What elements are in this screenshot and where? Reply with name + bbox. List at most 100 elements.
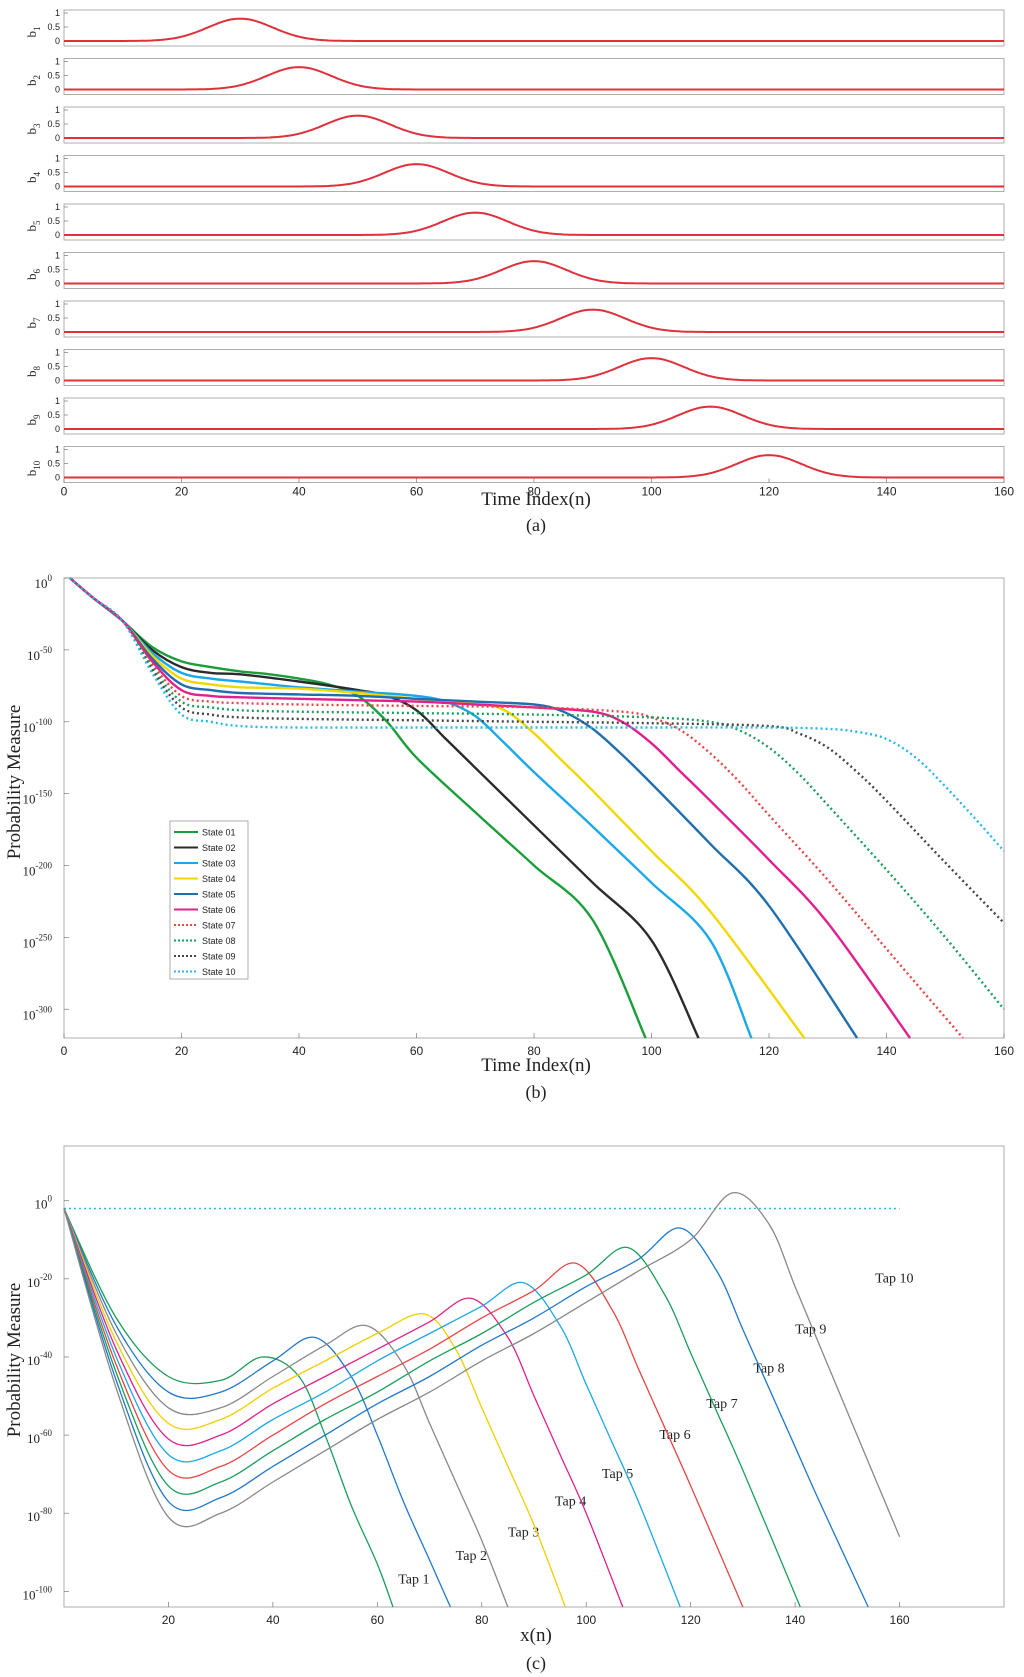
panel-a-pulse-line <box>64 308 1004 333</box>
panel-c-series-label: Tap 1 <box>398 1573 429 1588</box>
panel-a-pulse-line <box>64 17 1004 42</box>
panel-a-subplot-frame <box>63 397 1005 435</box>
panel-a-pulse-line <box>64 66 1004 91</box>
panel-a-ytick-label: 0 <box>55 473 60 483</box>
panel-a-subplot-frame <box>63 9 1005 47</box>
panel-a-ytick-label: 1 <box>55 154 60 164</box>
panel-b-series-line <box>69 577 647 1039</box>
panel-a-ytick-label: 1 <box>55 202 60 212</box>
panel-b-xtick-label: 40 <box>292 1044 306 1058</box>
panel-b-series-line <box>69 577 859 1039</box>
panel-a-xtick-label: 20 <box>175 485 189 499</box>
panel-c-xtick-label: 60 <box>371 1613 385 1627</box>
panel-b-xtick-label: 160 <box>994 1044 1014 1058</box>
panel-a-xtick-label: 80 <box>527 485 541 499</box>
panel-b-xtick-label: 80 <box>527 1044 541 1058</box>
panel-a-ytick-label: 1 <box>55 57 60 67</box>
panel-c-ytick-label: 10-60 <box>27 1428 52 1446</box>
panel-a-ytick-label: 0.5 <box>47 265 60 275</box>
panel-b-ytick-label: 10-100 <box>23 717 53 735</box>
panel-a-ytick-label: 0.5 <box>47 313 60 323</box>
panel-b-caption: (b) <box>526 1082 547 1103</box>
panel-b-xtick-label: 140 <box>876 1044 896 1058</box>
panel-a-ytick-label: 1 <box>55 396 60 406</box>
panel-c-series-line <box>63 1208 869 1608</box>
panel-a-xtick-label: 160 <box>994 485 1014 499</box>
panel-c-caption: (c) <box>526 1653 546 1674</box>
panel-a-ylabel: b2 <box>24 75 42 86</box>
panel-a-ytick-label: 0.5 <box>47 71 60 81</box>
panel-a-ytick-label: 0 <box>55 279 60 289</box>
panel-a-ytick-label: 0.5 <box>47 216 60 226</box>
panel-c-series-label: Tap 4 <box>555 1494 586 1509</box>
panel-b-legend-label: State 06 <box>202 905 236 915</box>
panel-c-series-line <box>63 1208 744 1608</box>
panel-c-ytick-label: 10-20 <box>27 1272 52 1290</box>
panel-a-ylabel: b1 <box>24 27 42 38</box>
panel-a-xtick-label: 0 <box>61 485 68 499</box>
panel-b-legend-label: State 07 <box>202 921 236 931</box>
panel-c-xtick-label: 80 <box>475 1613 489 1627</box>
panel-b-ylabel: Probability Measure <box>4 705 25 860</box>
panel-a-subplot-frame <box>63 58 1005 95</box>
panel-c-series-label: Tap 6 <box>659 1428 690 1443</box>
panel-a-ytick-label: 1 <box>55 348 60 358</box>
panel-a-ytick-label: 0 <box>55 85 60 95</box>
panel-c-frame <box>63 1145 1005 1608</box>
panel-b-ytick-label: 10-150 <box>23 789 53 807</box>
panel-c-series-line <box>63 1208 566 1608</box>
panel-a-ytick-label: 1 <box>55 299 60 309</box>
panel-a-pulse-line <box>64 260 1004 285</box>
panel-a-ylabel: b10 <box>24 460 42 476</box>
panel-a-ylabel: b4 <box>24 172 42 184</box>
panel-c-series-line <box>63 1192 901 1537</box>
panel-a-xtick-label: 60 <box>410 485 424 499</box>
panel-a-ytick-label: 0.5 <box>47 119 60 129</box>
panel-b-xtick-label: 0 <box>61 1044 68 1058</box>
panel-b-ytick-label: 10-250 <box>23 932 53 950</box>
panel-c-series-label: Tap 8 <box>753 1362 784 1377</box>
panel-a-ytick-label: 0 <box>55 182 60 192</box>
panel-a-pulse-line <box>64 211 1004 236</box>
panel-b-ytick-label: 10-300 <box>23 1004 53 1022</box>
panel-b-legend-label: State 01 <box>202 828 236 838</box>
panel-c-series-label: Tap 3 <box>508 1526 539 1541</box>
panel-c-xtick-label: 140 <box>785 1613 805 1627</box>
panel-a-ytick-label: 0.5 <box>47 22 60 32</box>
panel-c-ytick-label: 10-80 <box>27 1506 52 1524</box>
panel-c-series-label: Tap 10 <box>875 1272 913 1287</box>
panel-c-xtick-label: 120 <box>681 1613 701 1627</box>
panel-a-pulse-line <box>64 357 1004 382</box>
panel-a-xtick-label: 100 <box>641 485 661 499</box>
panel-a-pulse-line <box>64 114 1004 139</box>
panel-c-xlabel: x(n) <box>520 1625 552 1646</box>
panel-c-xtick-label: 40 <box>266 1613 280 1627</box>
panel-b-series-line <box>69 577 911 1039</box>
panel-c-chart: 20 40 60 80 100 120 140 160 100 10-20 10-40 10-60 10… <box>23 1145 1005 1627</box>
panel-a-ylabel: b8 <box>24 366 42 378</box>
panel-a-ytick-label: 0.5 <box>47 362 60 372</box>
panel-c-series-line <box>63 1208 509 1608</box>
panel-a-pulse-line <box>64 454 1004 479</box>
panel-c-xtick-label: 160 <box>890 1613 910 1627</box>
panel-a-xtick-label: 140 <box>876 485 896 499</box>
panel-c-ytick-label: 100 <box>35 1194 53 1212</box>
panel-a-ylabel: b3 <box>24 123 42 135</box>
panel-a-subplot-frame <box>63 300 1005 338</box>
panel-c-xtick-label: 100 <box>576 1613 596 1627</box>
panel-b-legend-label: State 02 <box>202 843 236 853</box>
panel-a-ytick-label: 0 <box>55 133 60 143</box>
panel-b-legend-label: State 03 <box>202 859 236 869</box>
panel-b-ytick-label: 10-200 <box>23 861 53 879</box>
panel-b-legend-label: State 08 <box>202 936 236 946</box>
panel-a-ytick-label: 0 <box>55 376 60 386</box>
panel-c-xtick-label: 20 <box>162 1613 176 1627</box>
panel-a-ytick-label: 0.5 <box>47 410 60 420</box>
panel-a-ylabel: b7 <box>24 317 42 329</box>
panel-b-legend-label: State 05 <box>202 890 236 900</box>
panel-b-xtick-label: 60 <box>410 1044 424 1058</box>
panel-b-series-line <box>69 577 1005 924</box>
panel-c-ytick-label: 10-40 <box>27 1350 52 1368</box>
panel-a-ytick-label: 1 <box>55 251 60 261</box>
